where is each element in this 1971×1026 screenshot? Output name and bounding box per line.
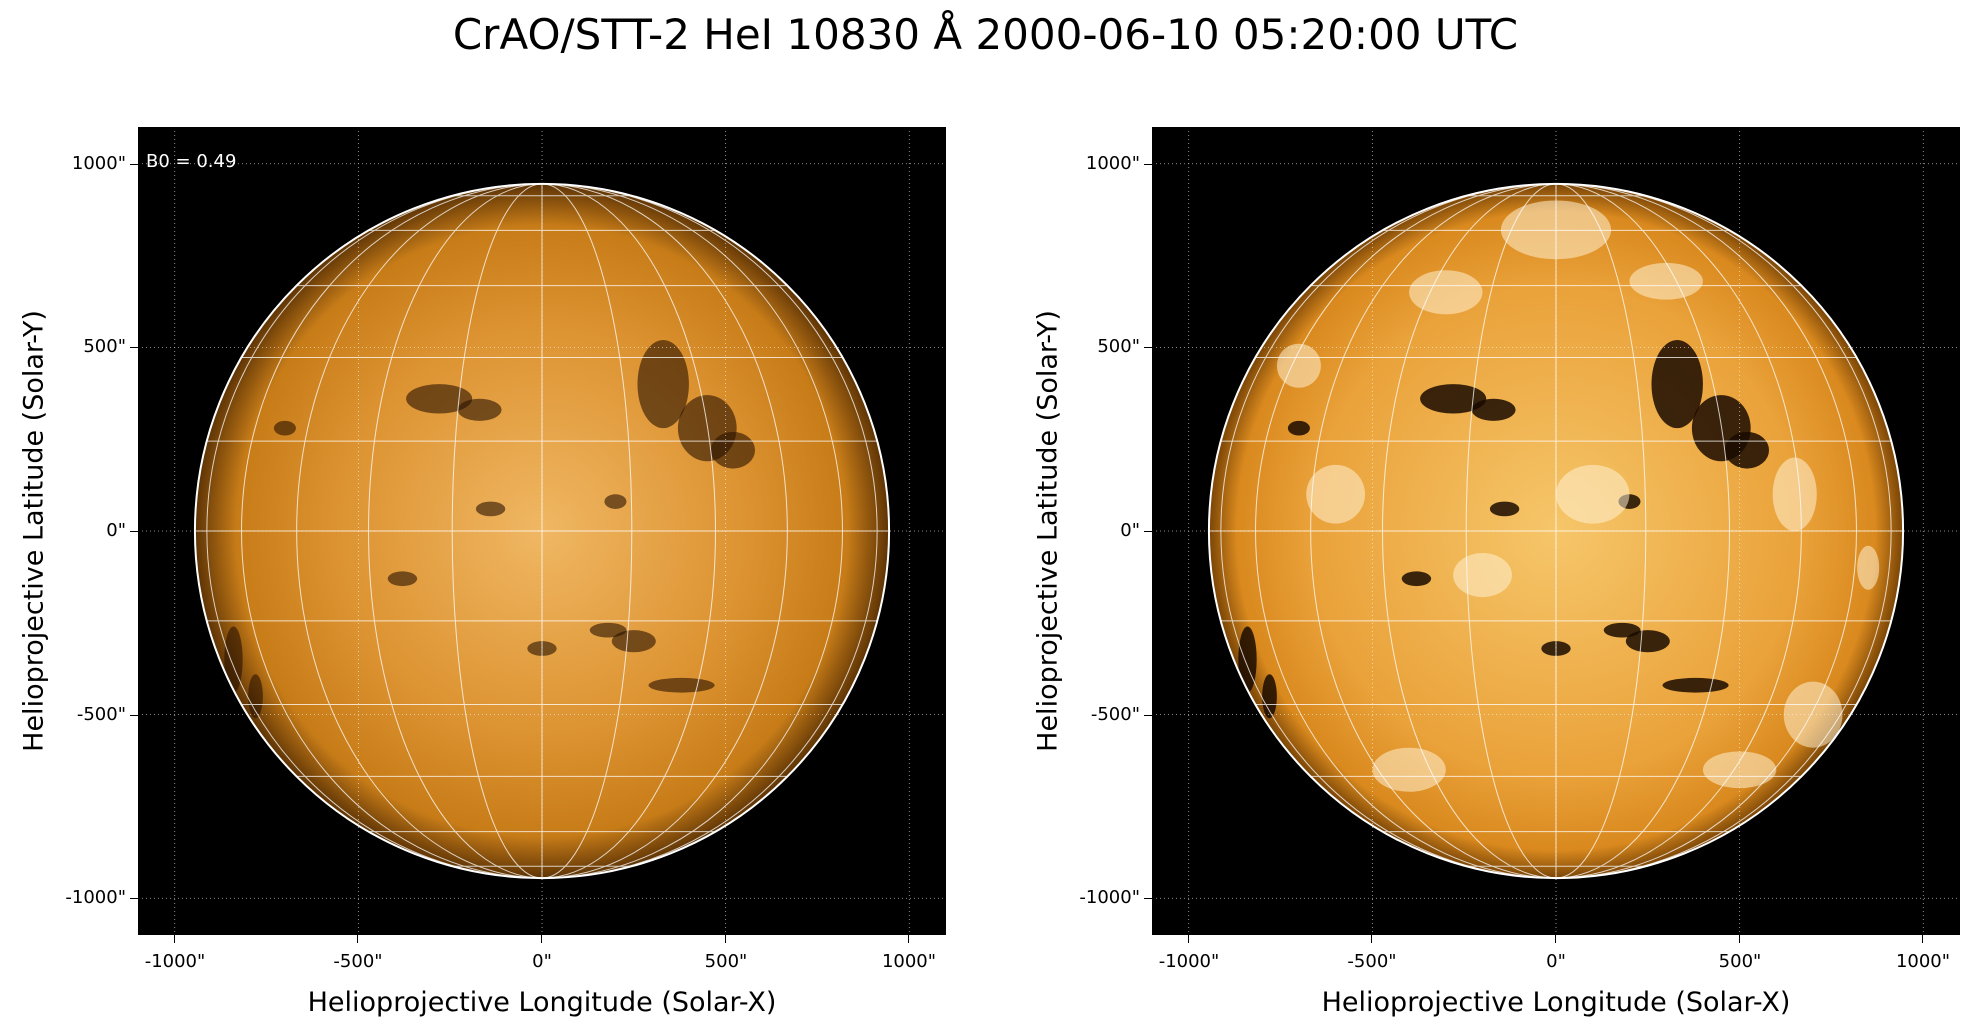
bright-feature bbox=[1857, 545, 1880, 590]
x-axis-label: Helioprojective Longitude (Solar-X) bbox=[307, 987, 777, 1018]
dark-feature bbox=[1471, 398, 1516, 421]
figure-title: CrAO/STT-2 HeI 10830 Å 2000-06-10 05:20:… bbox=[452, 10, 1519, 59]
bright-feature bbox=[1783, 681, 1843, 748]
dark-feature bbox=[604, 494, 627, 509]
dark-feature bbox=[406, 384, 473, 414]
dark-feature bbox=[1420, 384, 1487, 414]
y-axis-label: Helioprojective Latitude (Solar-Y) bbox=[1032, 310, 1064, 752]
coordinate-grid bbox=[1152, 127, 1960, 935]
dark-feature bbox=[589, 622, 627, 638]
dark-feature bbox=[1651, 340, 1703, 429]
bright-feature bbox=[1372, 747, 1446, 792]
bright-feature bbox=[1772, 457, 1817, 531]
solar-disk-image-right bbox=[1152, 127, 1960, 935]
dark-feature bbox=[273, 420, 296, 436]
bright-feature bbox=[1276, 343, 1321, 388]
dark-feature bbox=[648, 677, 715, 693]
dark-feature bbox=[457, 398, 502, 421]
b0-annotation: B0 = 0.49 bbox=[146, 151, 237, 172]
bright-feature bbox=[1629, 262, 1703, 300]
dark-feature bbox=[1625, 630, 1670, 653]
dark-feature bbox=[611, 630, 656, 653]
y-axis-label: Helioprojective Latitude (Solar-Y) bbox=[18, 310, 50, 752]
dark-feature bbox=[710, 431, 756, 469]
solar-image-panel-left: B0 = 0.49 -1000" -500" 0" 500" 1000" 100… bbox=[19, 127, 946, 1018]
x-axis-label: Helioprojective Longitude (Solar-X) bbox=[1321, 987, 1791, 1018]
dark-feature bbox=[1401, 571, 1432, 587]
dark-feature bbox=[387, 571, 418, 587]
dark-feature bbox=[1262, 674, 1277, 719]
solar-disk-image-left bbox=[138, 127, 946, 935]
dark-feature bbox=[1603, 622, 1641, 638]
dark-feature bbox=[1662, 677, 1729, 693]
dark-feature bbox=[637, 340, 689, 429]
bright-feature bbox=[1556, 464, 1630, 524]
dark-feature bbox=[1724, 431, 1770, 469]
solar-image-panel-right: -1000" -500" 0" 500" 1000" 1000" 500" 0"… bbox=[1033, 127, 1960, 1018]
coordinate-grid bbox=[138, 127, 946, 935]
dark-feature bbox=[475, 501, 506, 517]
bright-feature bbox=[1702, 751, 1777, 789]
bright-feature bbox=[1306, 464, 1366, 524]
bright-feature bbox=[1453, 553, 1512, 598]
dark-feature bbox=[1287, 420, 1310, 436]
dark-feature bbox=[1489, 501, 1520, 517]
dark-feature bbox=[248, 674, 263, 719]
bright-feature bbox=[1409, 270, 1483, 315]
